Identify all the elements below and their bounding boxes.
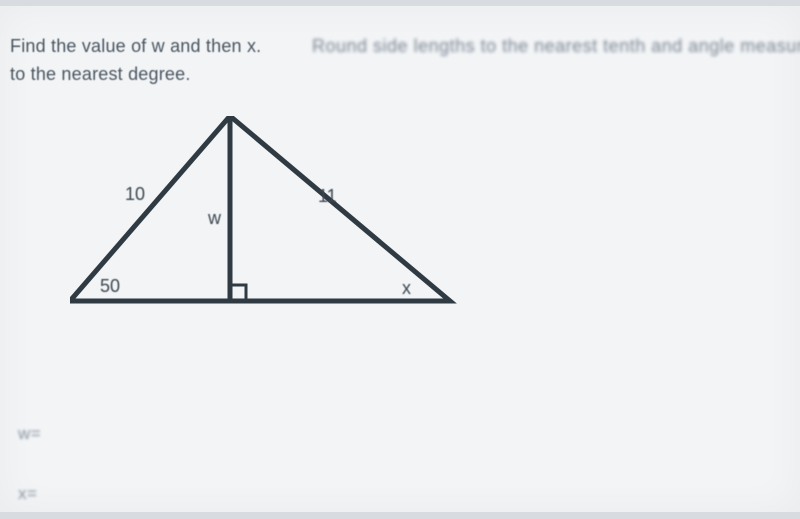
label-left-side: 10 <box>125 184 145 205</box>
label-right-angle-x: x <box>402 278 411 299</box>
question-line-1b: Round side lengths to the nearest tenth … <box>312 36 800 57</box>
answer-w-label: w= <box>18 424 41 444</box>
label-left-angle: 50 <box>100 276 120 297</box>
label-altitude-w: w <box>208 208 221 229</box>
answer-x-label: x= <box>18 484 37 504</box>
label-right-side: 11 <box>318 186 337 207</box>
question-line-2: to the nearest degree. <box>10 64 191 85</box>
question-line-1a: Find the value of w and then x. <box>10 36 261 57</box>
triangle-diagram: 10 11 w 50 x <box>70 116 470 331</box>
